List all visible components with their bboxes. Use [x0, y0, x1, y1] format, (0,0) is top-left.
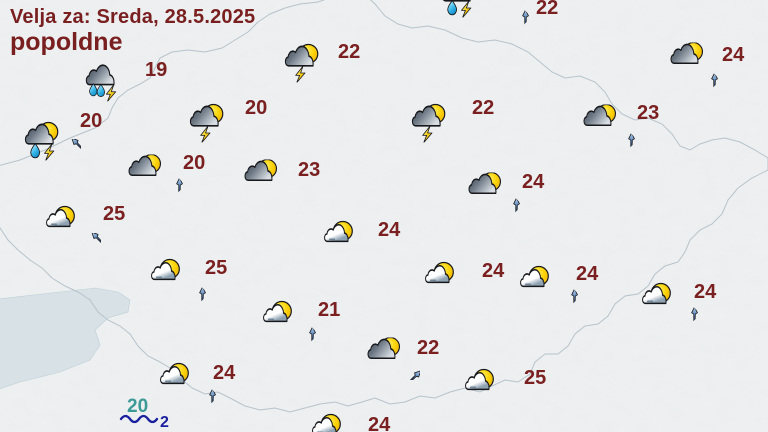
svg-text:24: 24 [694, 281, 717, 303]
svg-text:2: 2 [160, 414, 169, 431]
svg-text:20: 20 [80, 110, 102, 132]
svg-text:20: 20 [183, 152, 205, 174]
svg-text:24: 24 [482, 260, 505, 282]
svg-text:22: 22 [536, 0, 558, 19]
svg-text:24: 24 [213, 362, 236, 384]
svg-text:25: 25 [524, 367, 546, 389]
svg-text:20: 20 [245, 97, 267, 119]
svg-text:24: 24 [368, 414, 391, 432]
svg-text:24: 24 [576, 263, 599, 285]
svg-text:22: 22 [472, 97, 494, 119]
svg-text:24: 24 [722, 44, 745, 66]
svg-text:23: 23 [637, 102, 659, 124]
svg-text:22: 22 [338, 41, 360, 63]
svg-text:25: 25 [103, 203, 125, 225]
svg-text:24: 24 [378, 219, 401, 241]
svg-text:20: 20 [127, 396, 148, 417]
svg-text:19: 19 [145, 59, 167, 81]
svg-text:23: 23 [298, 159, 320, 181]
svg-text:24: 24 [522, 171, 545, 193]
svg-text:22: 22 [417, 337, 439, 359]
svg-text:25: 25 [205, 257, 227, 279]
svg-text:21: 21 [318, 299, 340, 321]
